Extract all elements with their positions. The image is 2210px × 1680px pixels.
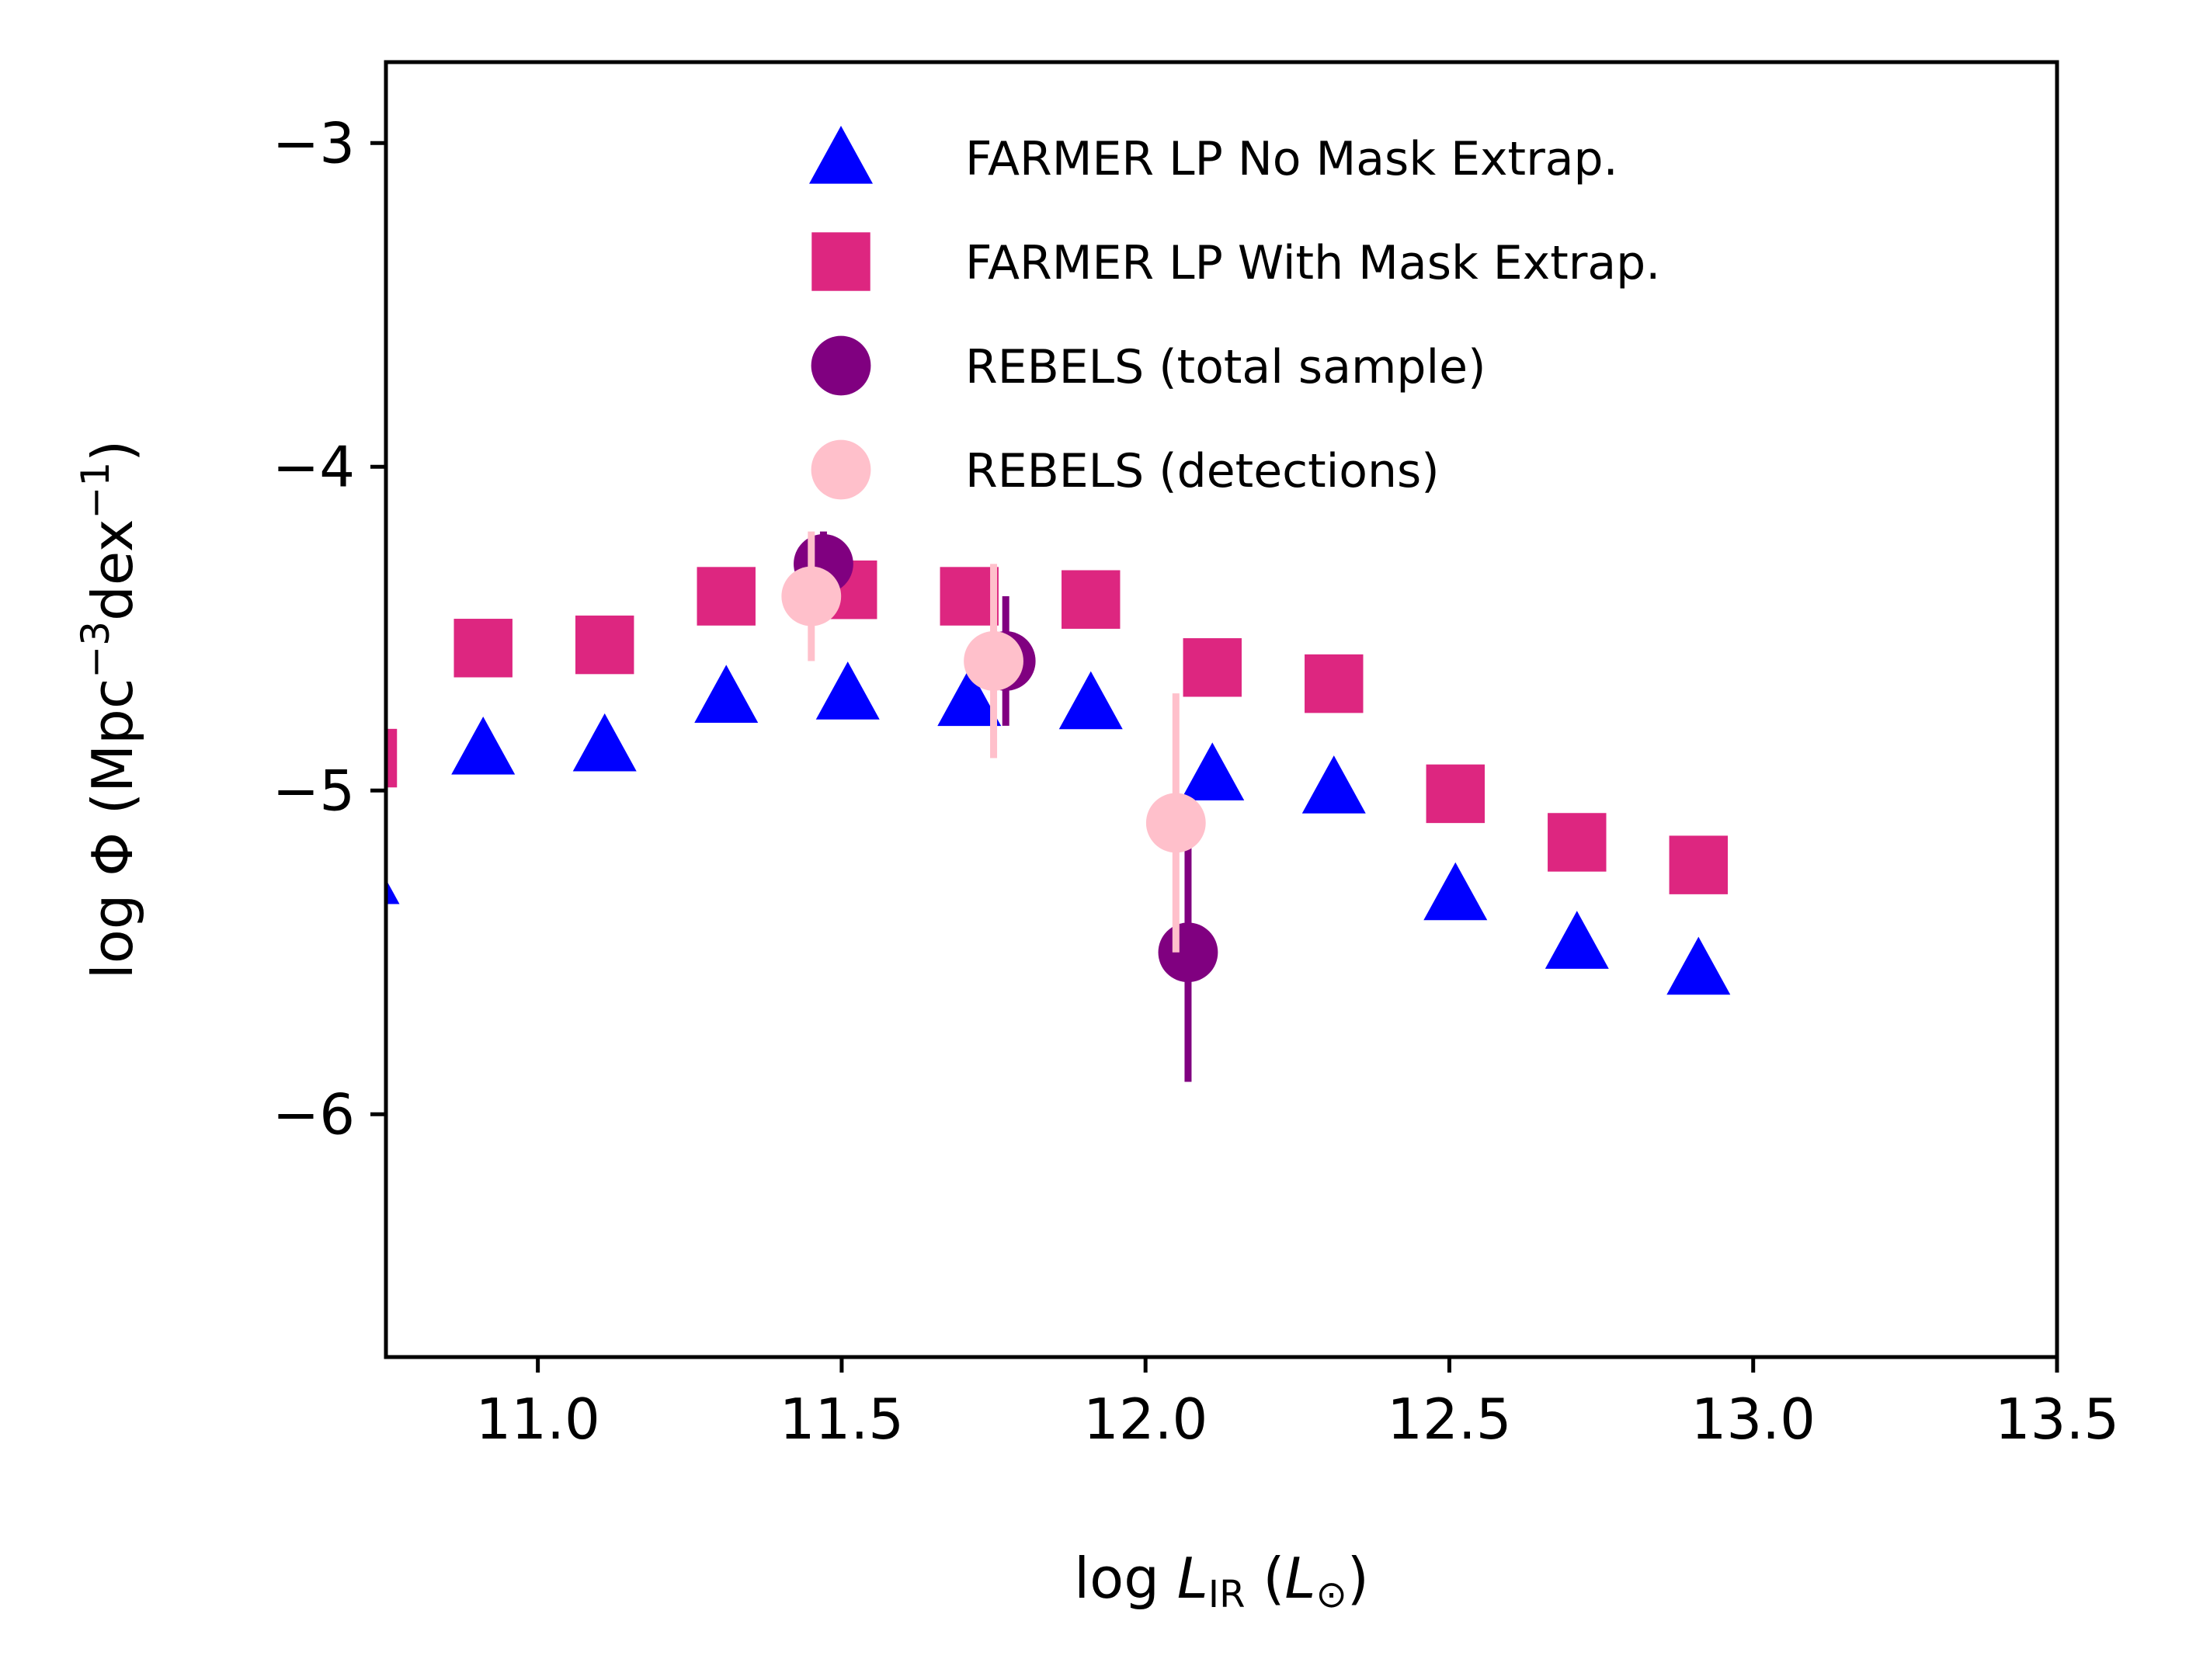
data-point (964, 631, 1023, 691)
legend-label: REBELS (detections) (965, 444, 1440, 498)
data-point (451, 717, 516, 775)
data-point (1666, 936, 1731, 995)
y-axis-label-sup1: −3 (73, 621, 118, 679)
x-axis-label-main: L (1177, 1546, 1208, 1611)
data-point (1058, 671, 1123, 730)
y-axis-label-sup2: −1 (73, 462, 118, 519)
data-point (1426, 764, 1485, 824)
y-axis-label-text: log Φ (Mpc (80, 679, 145, 980)
data-point (453, 619, 513, 678)
legend-item: REBELS (total sample) (811, 335, 1486, 396)
data-point (694, 665, 759, 723)
y-tick-label: −6 (273, 1081, 355, 1147)
x-axis-label-unit-main: L (1284, 1546, 1315, 1611)
legend-item: REBELS (detections) (811, 439, 1440, 500)
data-point (386, 879, 400, 904)
plot-frame (384, 60, 2059, 1359)
data-point (815, 661, 880, 720)
legend-marker (811, 439, 871, 500)
x-axis-label-unit-close: ) (1347, 1546, 1369, 1611)
data-point (1062, 570, 1121, 629)
y-tick-label: −3 (273, 110, 355, 175)
legend-marker (811, 335, 871, 396)
data-point (386, 728, 398, 788)
y-tick-label: −5 (273, 758, 355, 823)
plot-area (386, 531, 1731, 1082)
data-point (1669, 835, 1729, 894)
y-axis-label-close: ) (80, 440, 145, 462)
legend-marker (811, 232, 870, 291)
series-rebels-detections (781, 531, 1206, 953)
x-tick-label: 13.5 (1995, 1387, 2119, 1452)
axes-ticks: 11.0 11.5 12.0 12.5 13.0 13.5 −3 −4 −5 −6 (273, 110, 2119, 1452)
data-point (940, 567, 999, 626)
x-axis-label-prefix: log (1074, 1546, 1177, 1611)
data-point (697, 567, 756, 626)
y-axis-label-mid: dex (80, 519, 145, 621)
data-point (1145, 793, 1206, 853)
data-point (1305, 654, 1364, 713)
data-point (1423, 862, 1488, 921)
x-tick-label: 12.5 (1387, 1387, 1511, 1452)
data-point (1545, 911, 1609, 969)
data-point (1301, 755, 1366, 814)
y-tick-label: −4 (273, 434, 355, 499)
x-tick-label: 11.0 (475, 1387, 599, 1452)
legend: FARMER LP No Mask Extrap. FARMER LP With … (809, 126, 1660, 500)
series-farmer-lp-with-mask-extrap (386, 560, 1729, 894)
data-point (1183, 638, 1242, 697)
data-point (781, 566, 842, 627)
legend-item: FARMER LP With Mask Extrap. (811, 232, 1660, 291)
x-tick-label: 12.0 (1083, 1387, 1208, 1452)
series-farmer-lp-no-mask-extrap (386, 661, 1731, 995)
x-axis-label: log LIR (L⊙) (1074, 1546, 1369, 1616)
legend-item: FARMER LP No Mask Extrap. (809, 126, 1618, 186)
data-point (1158, 922, 1218, 983)
legend-marker (809, 126, 873, 184)
data-point (575, 615, 634, 675)
legend-label: FARMER LP No Mask Extrap. (965, 132, 1618, 186)
y-axis-label: log Φ (Mpc−3dex−1) (73, 440, 145, 980)
data-point (572, 713, 637, 772)
legend-label: REBELS (total sample) (965, 340, 1486, 394)
x-axis-label-unit-open: ( (1245, 1546, 1284, 1611)
data-point (937, 668, 1002, 727)
x-tick-label: 13.0 (1691, 1387, 1816, 1452)
data-point (1548, 813, 1607, 872)
x-axis-label-subscript: IR (1208, 1573, 1246, 1616)
x-axis-label-unit-subscript: ⊙ (1316, 1573, 1347, 1616)
legend-label: FARMER LP With Mask Extrap. (965, 236, 1660, 290)
x-tick-label: 11.5 (780, 1387, 904, 1452)
data-point (1180, 742, 1245, 801)
